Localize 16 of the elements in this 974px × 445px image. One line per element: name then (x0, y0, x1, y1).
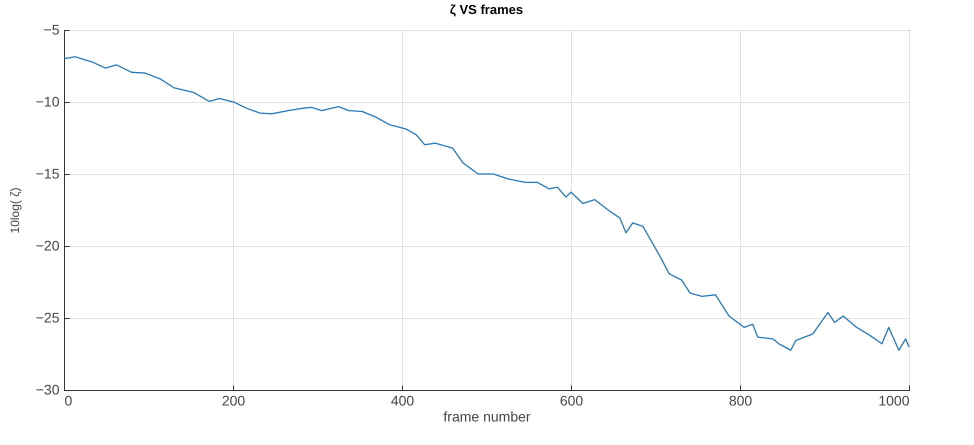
x-tick-label: 0 (64, 392, 72, 408)
y-tick-label: −10 (36, 94, 60, 110)
x-tick-label: 600 (560, 392, 584, 408)
x-axis-title: frame number (443, 408, 531, 424)
y-tick-label: −5 (44, 22, 60, 38)
y-tick-label: −20 (36, 238, 60, 254)
y-axis-title: 10log( ζ) (8, 188, 22, 234)
x-tick-label: 200 (222, 392, 246, 408)
x-tick-label: 800 (728, 392, 752, 408)
y-tick-label: −15 (36, 166, 60, 182)
line-series (63, 56, 910, 351)
chart-title: ζ VS frames (450, 2, 524, 17)
x-tick-label: 1000 (878, 392, 910, 408)
x-tick-label: 400 (390, 392, 414, 408)
y-tick-label: −25 (36, 310, 60, 326)
y-tick-label: −30 (36, 382, 60, 398)
